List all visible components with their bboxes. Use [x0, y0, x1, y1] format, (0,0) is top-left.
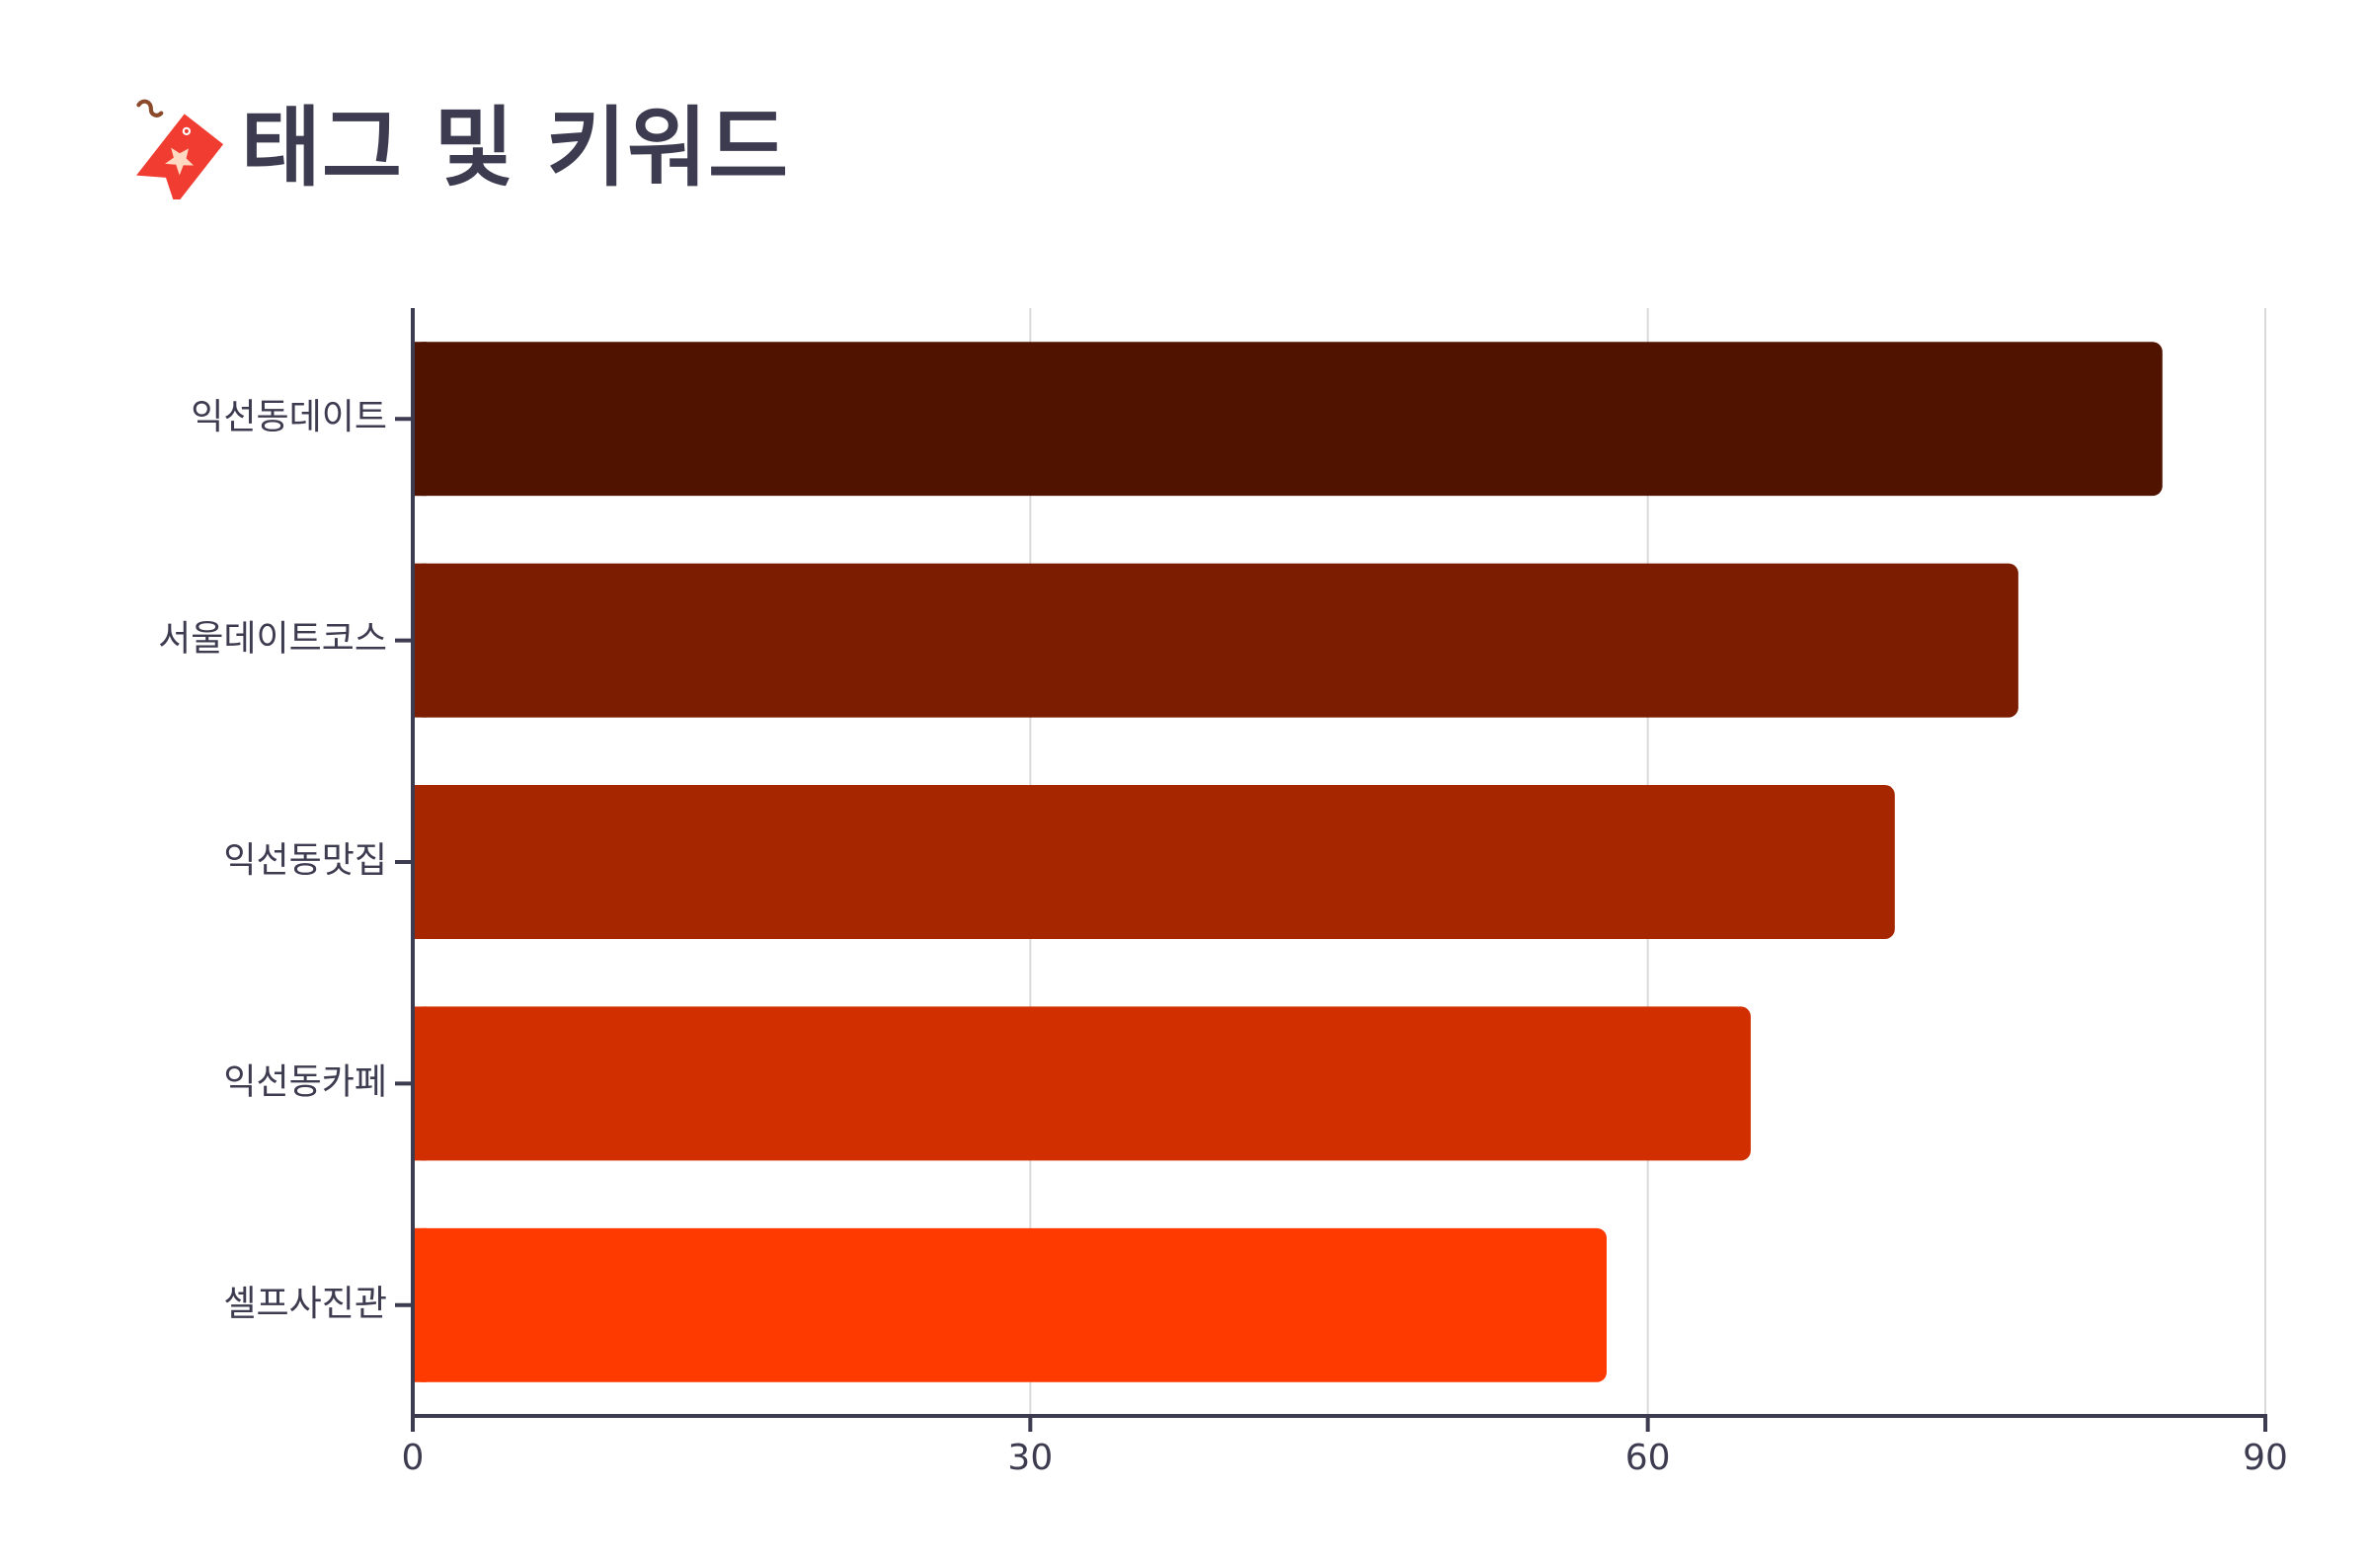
- x-tick-label-1: 30: [1007, 1438, 1053, 1478]
- x-tick-label-2: 60: [1625, 1438, 1671, 1478]
- bar-4: [413, 1227, 1607, 1382]
- bar-0: [413, 342, 2163, 497]
- category-label-1: 서울데이트코스: [158, 619, 387, 660]
- bar-4-base: [413, 1227, 427, 1382]
- axes: [395, 308, 2267, 1432]
- bookmark-tag-icon: [136, 99, 224, 199]
- bar-1-base: [413, 563, 427, 718]
- x-tick-label-0: 0: [402, 1438, 425, 1478]
- chart-title: 태그 및 키워드: [241, 97, 790, 198]
- bar-0-base: [413, 342, 427, 497]
- category-label-4: 셀프사진관: [223, 1284, 387, 1324]
- bar-1: [413, 563, 2018, 718]
- bar-3: [413, 1006, 1751, 1161]
- category-label-3: 익선동카페: [223, 1061, 387, 1102]
- bar-2: [413, 785, 1895, 939]
- bar-3-base: [413, 1006, 427, 1161]
- category-label-0: 익선동데이트: [191, 397, 387, 437]
- chart-title-row: 태그 및 키워드: [128, 94, 789, 202]
- bars: [413, 342, 2163, 1382]
- bar-2-base: [413, 785, 427, 939]
- category-label-2: 익선동맛집: [223, 840, 387, 881]
- x-tick-label-3: 90: [2243, 1438, 2288, 1478]
